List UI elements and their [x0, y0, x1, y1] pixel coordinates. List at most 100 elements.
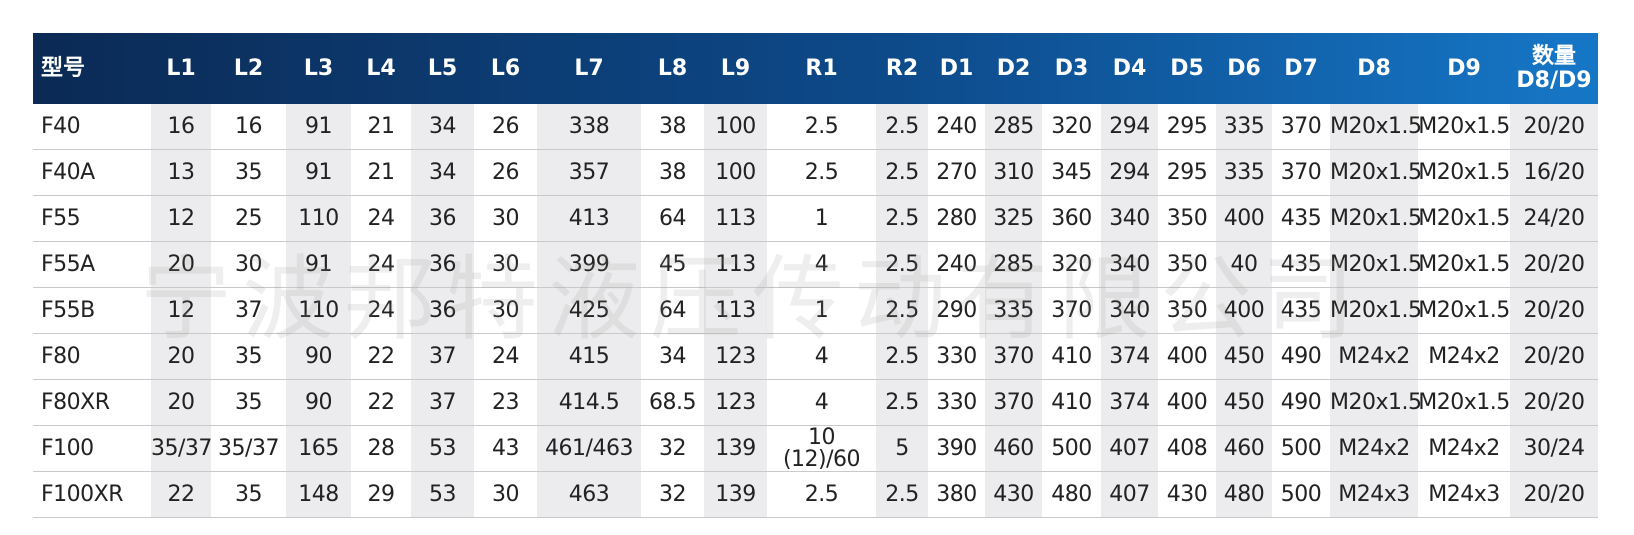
table-cell: 165 [286, 425, 351, 472]
table-cell: 30 [474, 471, 537, 518]
table-row: F80 20 35 90 22 37 24 415 34 123 4 2.5 330 370 410 374 4… [33, 333, 1598, 380]
table-cell: 380 [928, 471, 985, 518]
table-cell: 463 [537, 471, 641, 518]
table-cell: 2.5 [876, 287, 928, 334]
table-cell: M24x2 [1330, 333, 1418, 380]
table-cell: 1 [767, 287, 876, 334]
table-row: F100XR 22 35 148 29 53 30 463 32 139 2.5 2.5 380 430 4… [33, 471, 1598, 518]
table-cell: 370 [985, 333, 1042, 380]
table-cell: 480 [1216, 471, 1272, 518]
table-cell: 16/20 [1510, 149, 1598, 196]
table-cell: 64 [641, 195, 704, 242]
table-cell: 90 [286, 379, 351, 426]
table-cell: 26 [474, 104, 537, 150]
column-header: L4 [366, 55, 396, 81]
table-cell: 340 [1101, 195, 1158, 242]
table-cell: 370 [1272, 149, 1330, 196]
table-cell: 295 [1158, 149, 1216, 196]
table-cell: 30 [474, 241, 537, 288]
table-cell: 490 [1272, 379, 1330, 426]
table-cell: 480 [1042, 471, 1101, 518]
table-cell: M20x1.5 [1418, 104, 1510, 150]
table-cell: 4 [767, 241, 876, 288]
column-header: 型号 [41, 55, 86, 81]
table-cell: 430 [985, 471, 1042, 518]
table-cell: 350 [1158, 241, 1216, 288]
table-cell: 460 [985, 425, 1042, 472]
column-header: D5 [1170, 55, 1204, 81]
table-cell: 37 [411, 333, 474, 380]
table-row: F55A 20 30 91 24 36 30 399 45 113 4 2.5 240 285 320 340… [33, 241, 1598, 288]
column-header: L1 [166, 55, 196, 81]
table-cell: M24x2 [1418, 425, 1510, 472]
table-cell: 34 [411, 104, 474, 150]
table-row: F55 12 25 110 24 36 30 413 64 113 1 2.5 280 325 360 340… [33, 195, 1598, 242]
table-cell: 295 [1158, 104, 1216, 150]
table-cell: F55A [33, 241, 151, 288]
column-header: L7 [574, 55, 604, 81]
table-cell: 410 [1042, 333, 1101, 380]
table-cell: M20x1.5 [1330, 379, 1422, 426]
column-header: D8 [1357, 55, 1391, 81]
table-cell: 399 [537, 241, 641, 288]
table-cell: 113 [704, 241, 767, 288]
table-cell: 325 [985, 195, 1042, 242]
table-cell: 408 [1158, 425, 1216, 472]
table-cell: 350 [1158, 287, 1216, 334]
table-cell: 113 [704, 287, 767, 334]
table-cell: 35 [211, 149, 286, 196]
table-cell: 310 [985, 149, 1042, 196]
table-cell: M20x1.5 [1418, 379, 1510, 426]
table-cell: M20x1.5 [1330, 104, 1422, 150]
spec-table: 型号 L1 L2 L3 L4 L5 L6 L7 L8 L9 R1 R2 D1 D2 D3 D4 D5 D6 D7 D8… [33, 33, 1598, 518]
table-cell: 335 [1216, 104, 1272, 150]
column-header: L3 [303, 55, 334, 81]
table-cell: F100XR [33, 471, 151, 518]
column-header: R2 [885, 55, 919, 81]
table-cell: M24x2 [1418, 333, 1510, 380]
table-cell: 2.5 [767, 104, 876, 150]
table-cell: 37 [411, 379, 474, 426]
table-cell: F40A [33, 149, 151, 196]
table-cell: 24 [351, 195, 411, 242]
column-header: D3 [1054, 55, 1089, 81]
table-cell: 370 [985, 379, 1042, 426]
table-cell: 22 [351, 333, 411, 380]
table-cell: 35 [211, 379, 286, 426]
table-cell: F80XR [33, 379, 151, 426]
table-cell: 43 [474, 425, 537, 472]
table-cell: 374 [1101, 379, 1158, 426]
table-row: F40A 13 35 91 21 34 26 357 38 100 2.5 2.5 270 310 345 2… [33, 149, 1598, 196]
table-cell: 53 [411, 471, 474, 518]
table-cell: 435 [1272, 241, 1330, 288]
table-cell: 330 [928, 333, 985, 380]
table-cell: 425 [537, 287, 641, 334]
table-cell: M20x1.5 [1330, 195, 1422, 242]
table-cell: 38 [641, 149, 704, 196]
table-cell: 414.5 [537, 379, 641, 426]
table-cell: 340 [1101, 241, 1158, 288]
column-header: L6 [490, 55, 521, 81]
table-cell: 13 [151, 149, 211, 196]
table-cell: 35 [211, 471, 286, 518]
table-cell: 21 [351, 149, 411, 196]
table-cell: 20/20 [1510, 333, 1598, 380]
table-cell: 20 [151, 241, 211, 288]
table-cell: 290 [928, 287, 985, 334]
table-cell: 123 [704, 333, 767, 380]
table-cell: 24 [474, 333, 537, 380]
table-cell: 139 [704, 471, 767, 518]
table-cell: 22 [151, 471, 211, 518]
table-cell: 345 [1042, 149, 1101, 196]
column-header: D1 [939, 55, 974, 81]
table-cell: 320 [1042, 241, 1101, 288]
table-cell: 435 [1272, 195, 1330, 242]
table-cell: F100 [33, 425, 151, 472]
table-cell: 500 [1272, 425, 1330, 472]
table-cell: 24 [351, 241, 411, 288]
table-cell: M20x1.5 [1330, 149, 1422, 196]
table-cell: M20x1.5 [1418, 287, 1510, 334]
table-cell: 91 [286, 104, 351, 150]
table-cell: 16 [211, 104, 286, 150]
